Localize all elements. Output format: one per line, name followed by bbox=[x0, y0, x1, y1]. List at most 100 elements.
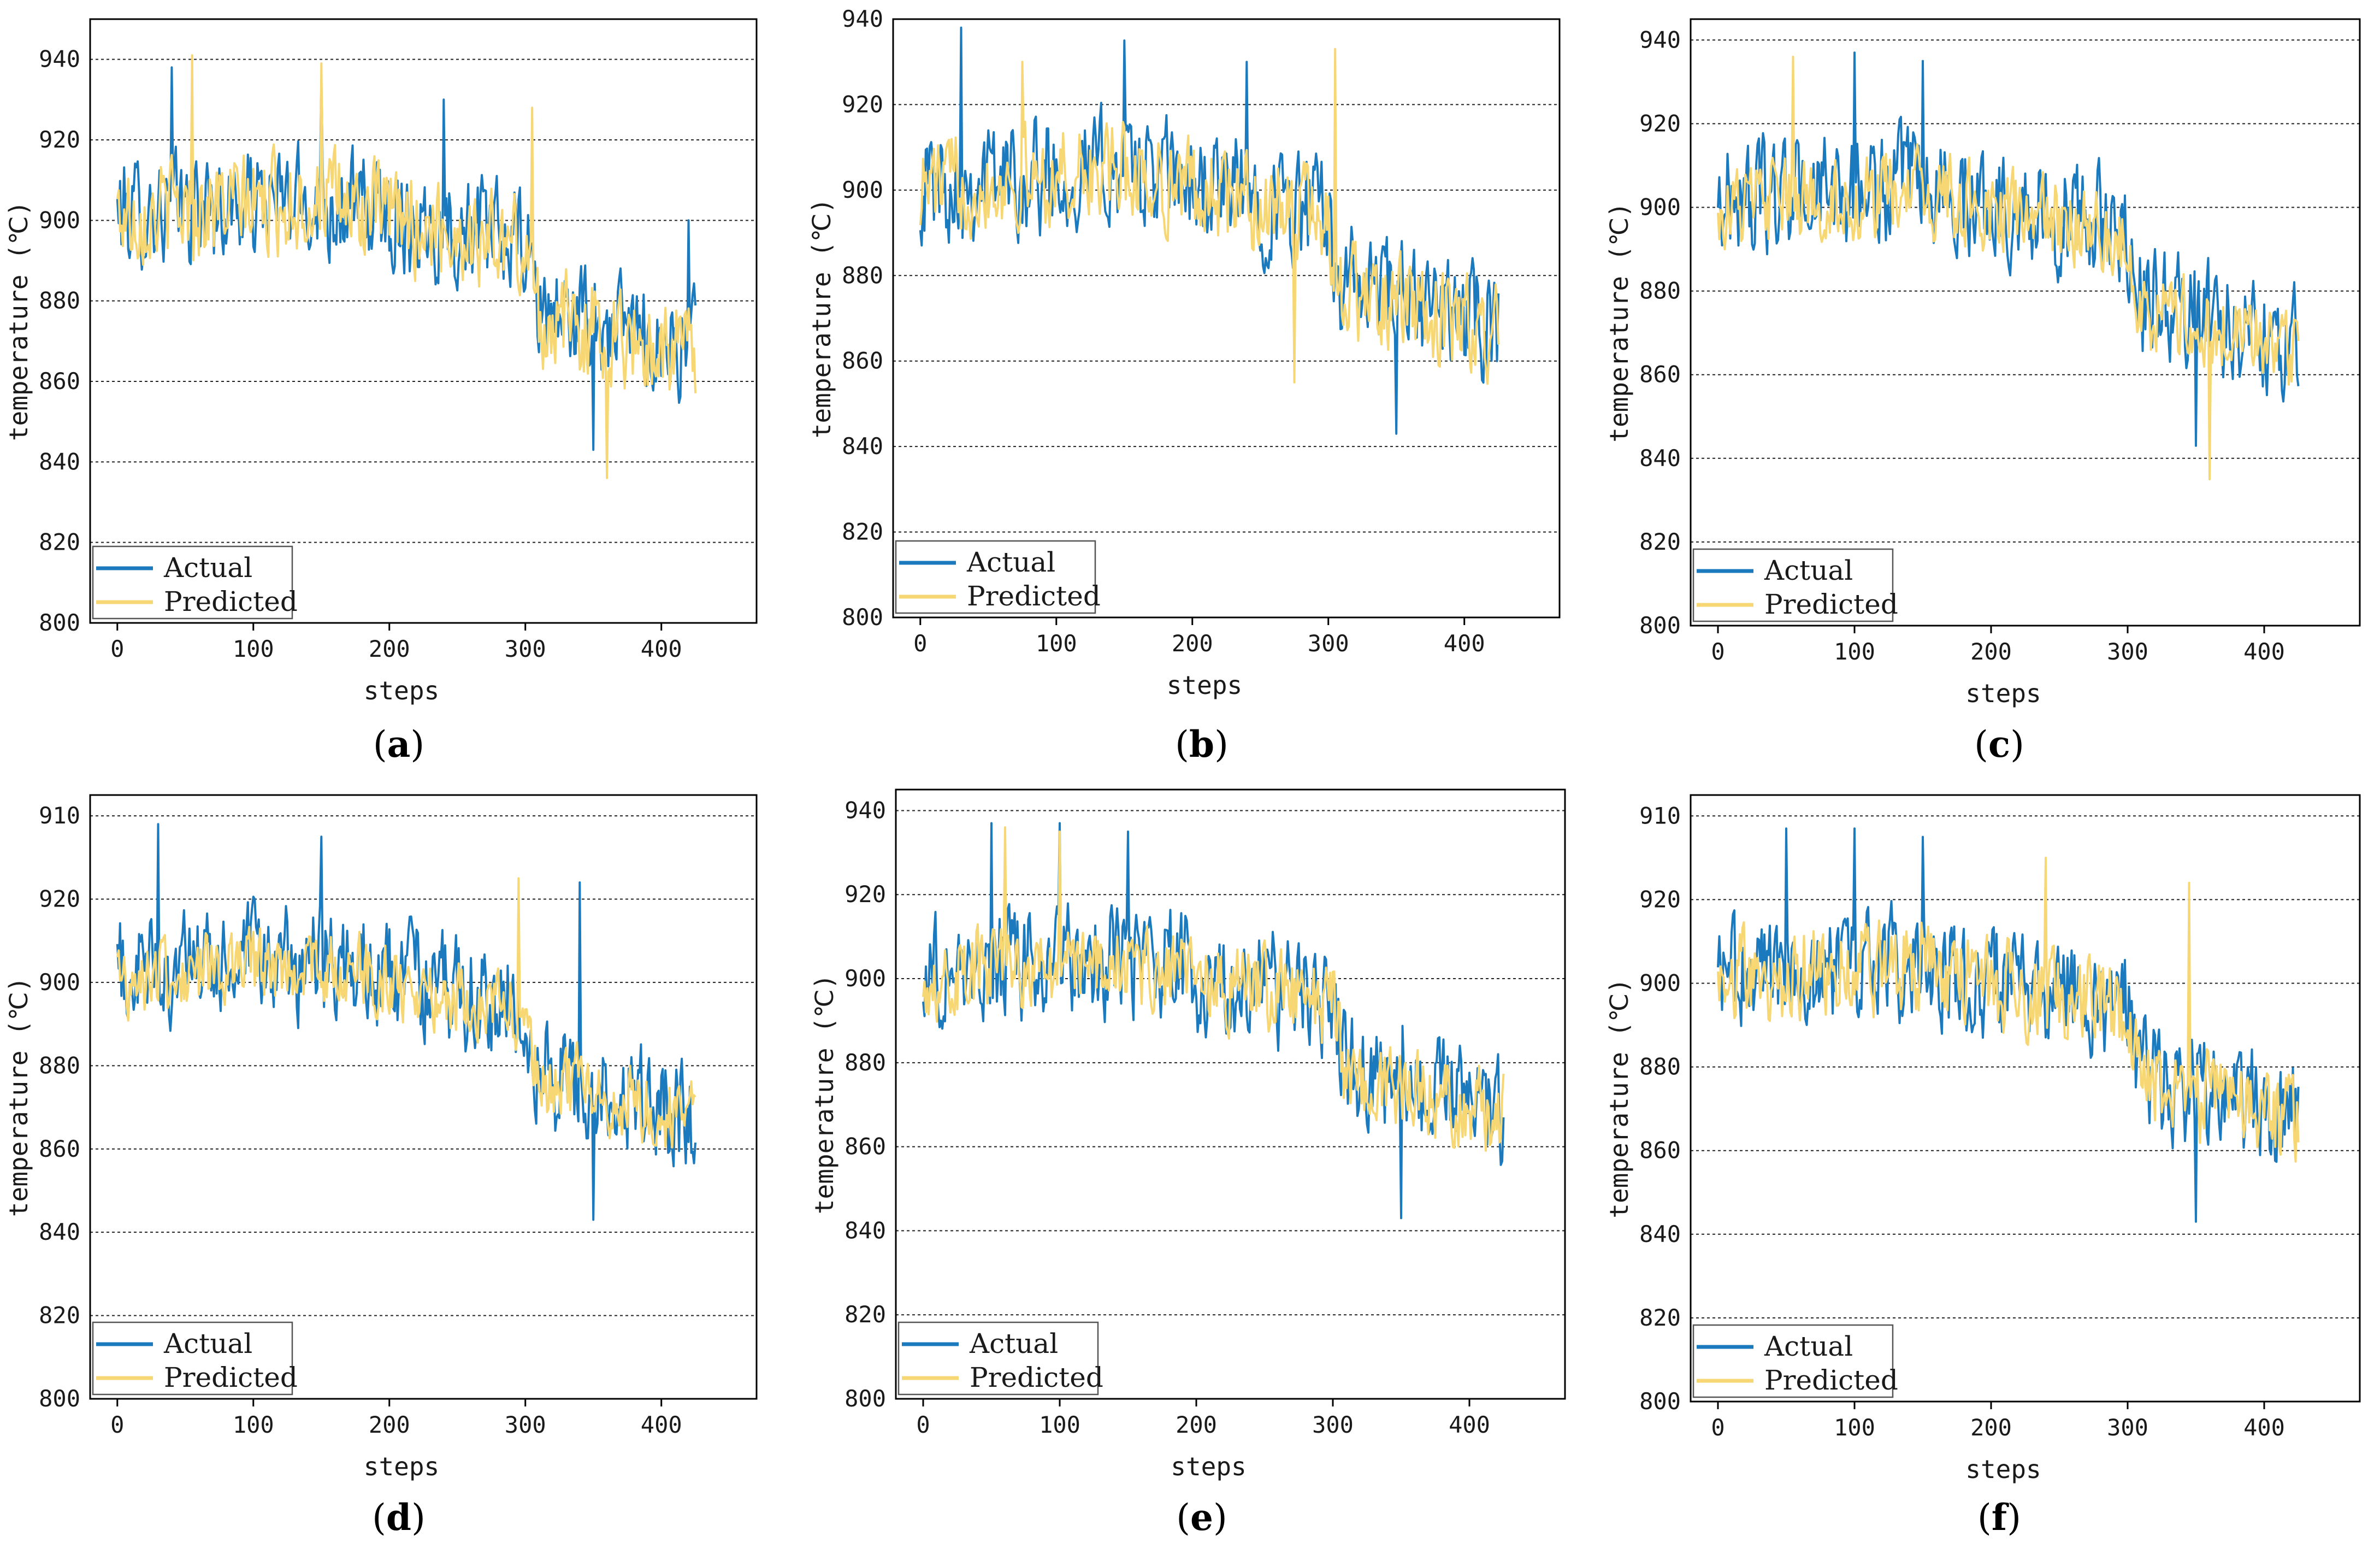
y-tick-label: 860 bbox=[39, 368, 80, 395]
y-tick-label: 940 bbox=[39, 46, 80, 73]
x-tick-label: 300 bbox=[2107, 1414, 2148, 1441]
x-tick-label: 0 bbox=[1711, 638, 1725, 665]
y-tick-label: 820 bbox=[1639, 1304, 1681, 1331]
x-tick-label: 300 bbox=[505, 1411, 546, 1438]
panel-label: (a) bbox=[373, 723, 424, 766]
panel-label: (d) bbox=[372, 1496, 426, 1539]
x-tick-label: 200 bbox=[1970, 638, 2012, 665]
legend-label: Predicted bbox=[967, 580, 1101, 612]
y-tick-label: 820 bbox=[39, 1302, 80, 1329]
panel-letter: e bbox=[1190, 1496, 1213, 1539]
x-axis-title: steps bbox=[364, 676, 439, 705]
series-predicted-line bbox=[1717, 55, 2300, 481]
y-tick-label: 860 bbox=[39, 1135, 80, 1162]
panel-label: (c) bbox=[1974, 723, 2024, 766]
series-predicted-line bbox=[919, 48, 1499, 385]
chart-panel-f: 800 820 840 860 880 900 920 910 0 100 200 300 400 ste… bbox=[1604, 794, 2361, 1539]
y-tick-label: 920 bbox=[1639, 886, 1681, 913]
series-predicted-line bbox=[116, 877, 696, 1149]
x-tick-label: 100 bbox=[233, 635, 274, 662]
y-tick-label: 880 bbox=[1639, 278, 1681, 304]
y-tick-label: 880 bbox=[39, 1052, 80, 1079]
y-tick-label: 840 bbox=[39, 1219, 80, 1245]
chart-panel-e: 800 820 840 860 880 900 920 940 0 100 200 300 400 ste… bbox=[810, 788, 1566, 1539]
panel-letter: b bbox=[1189, 723, 1214, 766]
legend-label: Actual bbox=[1764, 1331, 1853, 1362]
y-tick-label: 860 bbox=[844, 1133, 886, 1160]
y-tick-label: 910 bbox=[1639, 802, 1681, 829]
x-tick-label: 100 bbox=[1039, 1411, 1080, 1438]
legend-label: Predicted bbox=[164, 1362, 298, 1393]
y-tick-label: 900 bbox=[39, 969, 80, 996]
plot-frame bbox=[895, 788, 1566, 1400]
y-tick-label: 820 bbox=[39, 529, 80, 556]
y-axis-title: temperature (℃) bbox=[1604, 978, 1634, 1218]
y-tick-label: 910 bbox=[39, 802, 80, 829]
y-tick-label: 880 bbox=[844, 1049, 886, 1076]
series-actual-line bbox=[1717, 827, 2300, 1223]
x-axis-title: steps bbox=[1171, 1452, 1246, 1481]
chart-panel-b: 800 820 840 860 880 900 920 940 0 100 200 300 400 ste… bbox=[807, 5, 1561, 766]
y-tick-label: 800 bbox=[844, 1385, 886, 1412]
y-tick-label: 840 bbox=[1639, 445, 1681, 472]
plot-frame bbox=[89, 18, 758, 624]
x-tick-label: 400 bbox=[2243, 1414, 2285, 1441]
panel-letter: d bbox=[386, 1496, 411, 1539]
y-axis-title: temperature (℃) bbox=[807, 198, 836, 438]
y-tick-label: 800 bbox=[1639, 1388, 1681, 1415]
x-tick-label: 200 bbox=[1176, 1411, 1217, 1438]
x-tick-label: 200 bbox=[369, 1411, 410, 1438]
plot-frame bbox=[1690, 18, 2361, 627]
y-tick-label: 820 bbox=[1639, 528, 1681, 555]
legend-label: Actual bbox=[966, 546, 1055, 578]
y-tick-label: 800 bbox=[842, 604, 883, 631]
x-tick-label: 400 bbox=[641, 1411, 682, 1438]
series-actual-line bbox=[919, 26, 1499, 435]
x-tick-label: 0 bbox=[1711, 1414, 1725, 1441]
x-axis-title: steps bbox=[364, 1452, 439, 1481]
series-actual-line bbox=[116, 823, 696, 1221]
chart-panel-c: 800 820 840 860 880 900 920 940 0 100 200 300 400 ste… bbox=[1604, 18, 2361, 766]
legend bbox=[897, 1321, 1099, 1396]
y-tick-label: 820 bbox=[842, 519, 883, 545]
y-tick-label: 880 bbox=[1639, 1053, 1681, 1080]
y-axis-title: temperature (℃) bbox=[4, 201, 33, 441]
x-tick-label: 400 bbox=[1444, 630, 1485, 657]
panel-letter: f bbox=[1992, 1496, 2009, 1539]
legend bbox=[1692, 548, 1894, 622]
x-tick-label: 400 bbox=[641, 635, 682, 662]
panel-label: (f) bbox=[1977, 1496, 2021, 1539]
legend-label: Actual bbox=[969, 1328, 1058, 1359]
series-predicted-line bbox=[1717, 856, 2300, 1163]
legend bbox=[1692, 1324, 1894, 1398]
x-tick-label: 0 bbox=[110, 635, 124, 662]
y-tick-label: 920 bbox=[842, 91, 883, 117]
y-tick-label: 800 bbox=[39, 1385, 80, 1412]
y-tick-label: 880 bbox=[39, 287, 80, 314]
panel-letter: a bbox=[387, 723, 411, 766]
x-axis-title: steps bbox=[1965, 1455, 2041, 1484]
y-tick-label: 940 bbox=[842, 5, 883, 32]
y-tick-label: 840 bbox=[39, 448, 80, 475]
x-tick-label: 100 bbox=[1834, 1414, 1875, 1441]
y-tick-label: 920 bbox=[39, 886, 80, 913]
y-tick-label: 940 bbox=[1639, 26, 1681, 53]
y-tick-label: 840 bbox=[842, 433, 883, 460]
series-predicted-line bbox=[922, 826, 1505, 1152]
y-tick-label: 920 bbox=[39, 126, 80, 153]
y-tick-label: 840 bbox=[1639, 1221, 1681, 1247]
panel-label: (b) bbox=[1175, 723, 1229, 766]
y-tick-label: 940 bbox=[844, 797, 886, 823]
y-tick-label: 900 bbox=[842, 176, 883, 203]
y-tick-label: 860 bbox=[1639, 361, 1681, 388]
x-tick-label: 0 bbox=[913, 630, 927, 657]
legend-label: Predicted bbox=[1764, 588, 1898, 620]
y-axis-title: temperature (℃) bbox=[4, 977, 33, 1217]
x-tick-label: 0 bbox=[110, 1411, 124, 1438]
legend bbox=[92, 1321, 293, 1396]
x-tick-label: 0 bbox=[916, 1411, 930, 1438]
y-tick-label: 800 bbox=[39, 609, 80, 636]
panel-letter: c bbox=[1988, 723, 2010, 766]
y-axis-title: temperature (℃) bbox=[810, 974, 839, 1214]
